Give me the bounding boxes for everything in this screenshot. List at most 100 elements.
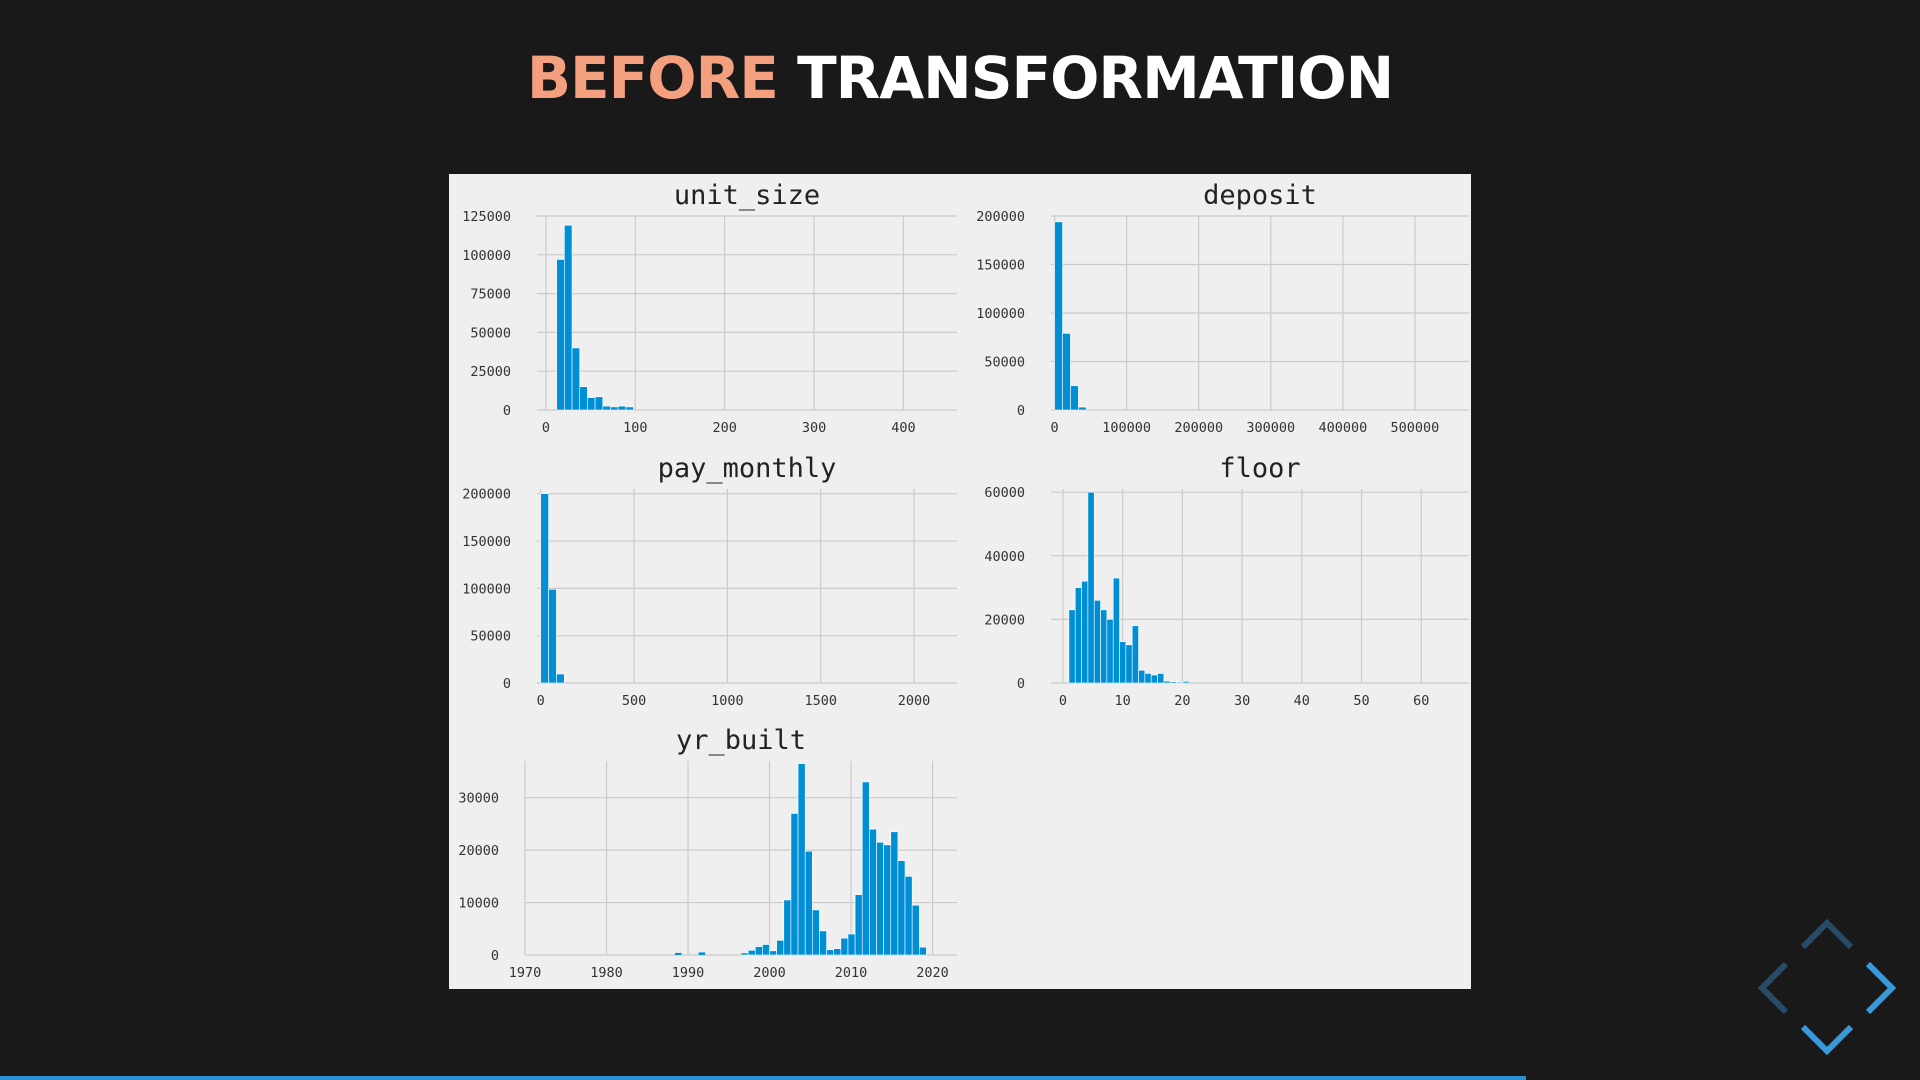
histogram-bar (1150, 674, 1158, 684)
histogram-bar (1119, 641, 1127, 684)
x-tick-label: 400000 (1318, 420, 1367, 436)
x-tick-label: 0 (542, 420, 550, 436)
histogram-bar (1106, 619, 1114, 684)
histogram-bar (556, 673, 565, 684)
chart-title: pay_monthly (658, 453, 837, 484)
histogram-bar (812, 909, 820, 956)
y-tick-label: 20000 (458, 843, 499, 859)
y-tick-label: 50000 (984, 355, 1025, 371)
histogram-bar (1163, 680, 1171, 684)
slide-progress-bar (0, 1076, 1527, 1080)
chart-title: unit_size (674, 180, 820, 211)
x-tick-label: 1980 (590, 965, 623, 981)
y-tick-label: 0 (503, 676, 511, 692)
histogram-bar (1081, 580, 1089, 684)
histogram-bar (1131, 625, 1139, 684)
y-tick-label: 100000 (976, 306, 1025, 322)
y-tick-label: 30000 (458, 791, 499, 807)
nav-down-icon[interactable] (1797, 1021, 1857, 1057)
x-tick-label: 0 (1051, 420, 1059, 436)
histogram-bar (540, 493, 549, 684)
histogram-bar (883, 844, 892, 956)
histogram-bar (819, 930, 827, 956)
histogram-bar (897, 860, 906, 956)
x-tick-label: 1000 (711, 693, 744, 709)
histogram-bar (610, 406, 619, 411)
histogram-bar (625, 406, 634, 411)
histogram-bar (826, 949, 835, 956)
y-tick-label: 75000 (470, 287, 511, 303)
histogram-bar (1182, 681, 1190, 684)
y-tick-label: 60000 (984, 485, 1025, 501)
histogram-bar (790, 813, 799, 956)
y-tick-label: 150000 (976, 258, 1025, 274)
histogram-bar (919, 946, 927, 956)
histogram-bar (854, 894, 863, 956)
y-tick-label: 50000 (470, 325, 511, 341)
y-tick-label: 200000 (462, 487, 511, 503)
x-tick-label: 500000 (1391, 420, 1440, 436)
x-tick-label: 0 (537, 693, 545, 709)
chart-title: deposit (1203, 180, 1317, 211)
y-tick-label: 20000 (984, 612, 1025, 628)
histogram-bar (594, 396, 604, 411)
x-tick-label: 30 (1234, 693, 1250, 709)
histogram-bar (1093, 600, 1101, 684)
histogram-bar (911, 904, 920, 956)
histogram-bar (847, 933, 856, 956)
histogram-bar (548, 589, 557, 684)
histogram-bar (1070, 385, 1079, 411)
histogram-bar (1157, 673, 1165, 684)
x-tick-label: 200 (712, 420, 736, 436)
x-tick-label: 1970 (509, 965, 542, 981)
y-tick-label: 0 (503, 403, 511, 419)
y-tick-label: 25000 (470, 364, 511, 380)
x-tick-label: 20 (1174, 693, 1190, 709)
nav-up-icon[interactable] (1797, 917, 1857, 953)
y-tick-label: 100000 (462, 248, 511, 264)
histogram-bar (833, 948, 842, 956)
nav-right-icon[interactable] (1862, 958, 1898, 1018)
histogram-bar (904, 876, 913, 956)
histogram-bar (747, 949, 756, 956)
slide-title-accent: BEFORE (526, 44, 779, 112)
x-tick-label: 300 (802, 420, 826, 436)
histogram-unit_size: unit_size 0 25000 50000 75000 100000 125000 0 10… (462, 180, 957, 436)
histogram-bar (564, 225, 573, 411)
x-tick-label: 1990 (672, 965, 705, 981)
slide-title: BEFORE TRANSFORMATION (0, 38, 1920, 118)
y-tick-label: 200000 (976, 209, 1025, 225)
x-tick-label: 60 (1413, 693, 1429, 709)
histogram-yr_built: yr_built 0 10000 20000 30000 1970 1980 1990 2000… (458, 725, 957, 981)
x-tick-label: 0 (1059, 693, 1067, 709)
histogram-bar (1054, 221, 1063, 411)
histogram-bar (754, 946, 763, 956)
histogram-bar (1125, 644, 1133, 684)
histogram-bar (869, 828, 877, 956)
slide-title-rest: TRANSFORMATION (797, 44, 1394, 112)
y-tick-label: 125000 (462, 209, 511, 225)
histogram-bar (1176, 681, 1184, 684)
x-tick-label: 40 (1294, 693, 1310, 709)
x-tick-label: 50 (1353, 693, 1369, 709)
x-tick-label: 10 (1115, 693, 1131, 709)
histogram-figure: unit_size 0 25000 50000 75000 100000 125000 0 10… (449, 174, 1471, 989)
nav-left-icon[interactable] (1756, 958, 1792, 1018)
histogram-pay_monthly: pay_monthly 0 50000 100000 150000 200000 0 500 1… (462, 453, 957, 709)
x-tick-label: 100000 (1102, 420, 1151, 436)
histogram-bar (698, 952, 706, 955)
histogram-bar (1112, 577, 1120, 684)
histogram-bar (783, 899, 792, 956)
y-tick-label: 0 (1017, 403, 1025, 419)
histogram-bar (587, 397, 596, 411)
histogram-bar (571, 347, 581, 411)
y-tick-label: 50000 (470, 629, 511, 645)
histogram-bar (804, 850, 813, 956)
histogram-bar (579, 386, 588, 411)
histogram-bar (840, 937, 849, 956)
y-tick-label: 40000 (984, 549, 1025, 565)
histogram-bar (776, 940, 785, 956)
histogram-bar (1138, 669, 1146, 684)
chart-title: floor (1219, 453, 1300, 484)
